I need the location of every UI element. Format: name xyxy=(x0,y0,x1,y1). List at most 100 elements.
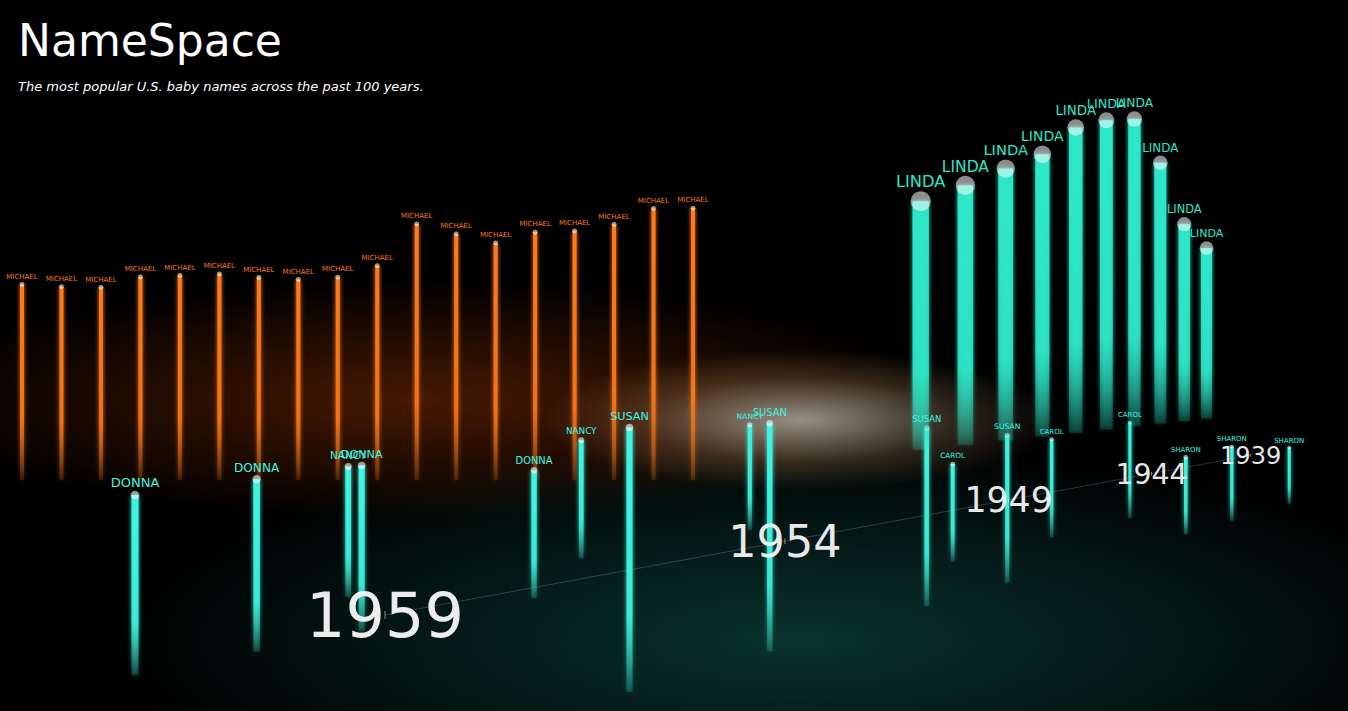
name-label: SUSAN xyxy=(994,422,1020,431)
spike xyxy=(253,479,259,651)
subtitle: The most popular U.S. baby names across … xyxy=(18,79,424,94)
name-label: SUSAN xyxy=(753,407,787,418)
spike-cap xyxy=(1200,241,1214,255)
name-label: MICHAEL xyxy=(559,219,590,227)
spike-cap xyxy=(253,475,261,483)
name-label: MICHAEL xyxy=(480,231,511,239)
spike-cap xyxy=(911,191,931,211)
spike xyxy=(1179,224,1190,421)
spike-cap xyxy=(493,241,498,246)
spike xyxy=(913,201,929,450)
spike-cap xyxy=(131,491,140,500)
spike-cap xyxy=(98,285,103,290)
spike-cap xyxy=(59,284,64,289)
spike xyxy=(1288,448,1291,504)
name-label: MICHAEL xyxy=(519,220,550,228)
spike-cap xyxy=(1098,112,1114,128)
name-label: NANCY xyxy=(566,426,597,436)
spike-cap xyxy=(256,275,261,280)
year-label: 1944 xyxy=(1115,458,1187,491)
name-label: DONNA xyxy=(341,448,383,461)
spike xyxy=(1154,163,1166,424)
year-ticks: 19391944194919541959 xyxy=(306,442,1281,652)
spike-cap xyxy=(345,463,352,470)
name-label: LINDA xyxy=(1055,103,1097,118)
title: NameSpace xyxy=(18,15,282,66)
name-label: MICHAEL xyxy=(677,196,708,204)
name-label: MICHAEL xyxy=(125,265,156,273)
spike-cap xyxy=(1067,119,1084,136)
name-label: DONNA xyxy=(111,475,160,490)
name-label: DONNA xyxy=(516,455,553,466)
year-label: 1959 xyxy=(306,579,464,652)
spike xyxy=(1100,120,1113,429)
spikes xyxy=(20,111,1292,691)
spike-cap xyxy=(335,275,340,280)
spike xyxy=(924,428,929,606)
name-label: MICHAEL xyxy=(6,273,37,281)
spike xyxy=(415,224,419,480)
spike xyxy=(626,427,632,691)
spike-cap xyxy=(651,206,656,211)
name-label: MICHAEL xyxy=(204,262,235,270)
spike xyxy=(1201,248,1212,418)
name-label: MICHAEL xyxy=(243,266,274,274)
name-label: LINDA xyxy=(1190,227,1224,240)
spike xyxy=(531,470,536,598)
spike-cap xyxy=(950,462,955,467)
spike xyxy=(345,466,351,597)
spike-cap xyxy=(612,222,617,227)
spike-cap xyxy=(533,230,538,235)
spike xyxy=(257,278,261,481)
name-label: MICHAEL xyxy=(283,268,314,276)
spike xyxy=(533,232,537,480)
chart: SHARONCAROLLINDALINDASHARONLINDACAROLMIC… xyxy=(0,0,1348,711)
spike xyxy=(748,425,752,530)
spike-cap xyxy=(997,159,1015,177)
spike xyxy=(1069,127,1082,432)
spike-cap xyxy=(414,222,419,227)
name-label: LINDA xyxy=(942,158,989,176)
spike xyxy=(138,277,142,480)
year-axis xyxy=(385,455,1251,615)
name-labels: SHARONCAROLLINDALINDASHARONLINDACAROLMIC… xyxy=(6,96,1304,490)
spike-cap xyxy=(296,277,301,282)
spike-cap xyxy=(1049,437,1053,441)
spike xyxy=(691,208,695,480)
spike xyxy=(20,284,24,480)
spike xyxy=(998,169,1013,441)
year-label: 1949 xyxy=(964,480,1052,520)
spike-cap xyxy=(1153,155,1168,170)
name-label: MICHAEL xyxy=(46,275,77,283)
name-label: MICHAEL xyxy=(362,254,393,262)
name-label: SUSAN xyxy=(912,414,941,424)
name-label: CAROL xyxy=(1040,428,1064,436)
spike xyxy=(454,234,458,480)
spike xyxy=(573,231,577,480)
spike-cap xyxy=(358,462,365,469)
spike-cap xyxy=(766,420,773,427)
spike-cap xyxy=(572,229,577,234)
spike xyxy=(296,280,300,480)
name-label: SHARON xyxy=(1171,446,1201,454)
name-label: LINDA xyxy=(896,172,945,191)
spike-cap xyxy=(626,424,633,431)
spike-cap xyxy=(691,206,696,211)
spike-cap xyxy=(375,263,380,268)
spike-cap xyxy=(1287,446,1291,450)
stage: SHARONCAROLLINDALINDASHARONLINDACAROLMIC… xyxy=(0,0,1348,711)
spike xyxy=(494,243,498,480)
spike-cap xyxy=(531,467,538,474)
spike-cap xyxy=(1127,111,1142,126)
name-label: CAROL xyxy=(1118,411,1142,419)
name-label: MICHAEL xyxy=(440,222,471,230)
spike-cap xyxy=(177,273,182,278)
name-label: LINDA xyxy=(1167,202,1202,216)
spike xyxy=(132,495,139,675)
spike xyxy=(1128,119,1140,426)
year-label: 1954 xyxy=(728,516,841,567)
name-label: SUSAN xyxy=(610,410,649,423)
spike xyxy=(579,440,584,558)
spike-cap xyxy=(454,232,459,237)
spike-cap xyxy=(20,282,25,287)
